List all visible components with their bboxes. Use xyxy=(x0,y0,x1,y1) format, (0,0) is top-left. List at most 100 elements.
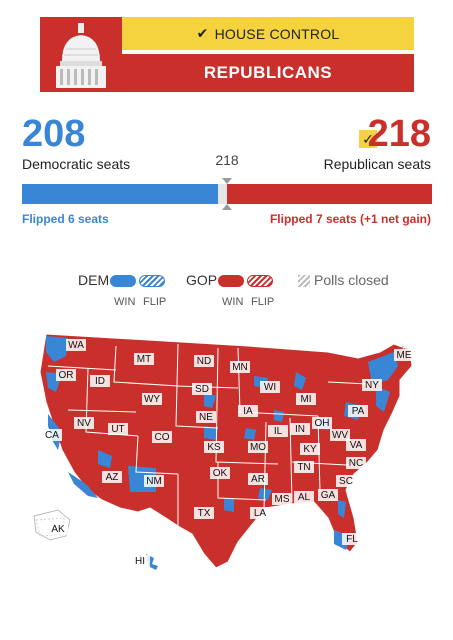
state-label-ca[interactable]: CA xyxy=(45,430,59,441)
state-label-bg-ia xyxy=(238,405,258,417)
state-label-bg-pa xyxy=(348,405,368,417)
us-house-map[interactable]: WA OR ID MT ND MN WI MI NY ME CA NV UT WY SD IA PA OH IN IL… xyxy=(28,322,428,582)
state-label-bg-me xyxy=(394,349,414,361)
state-label-az[interactable]: AZ xyxy=(106,472,119,483)
state-label-co[interactable]: CO xyxy=(155,432,170,443)
state-label-il[interactable]: IL xyxy=(274,426,283,437)
legend-win-label: WIN xyxy=(114,296,136,308)
state-label-bg-sc xyxy=(336,475,356,487)
state-label-va[interactable]: VA xyxy=(350,440,363,451)
capitol-icon xyxy=(40,17,122,92)
state-label-bg-in xyxy=(290,423,310,435)
state-label-al[interactable]: AL xyxy=(298,492,311,503)
state-label-tn[interactable]: TN xyxy=(297,462,310,473)
state-label-id[interactable]: ID xyxy=(95,376,105,387)
state-label-ky[interactable]: KY xyxy=(303,444,317,455)
state-label-wi[interactable]: WI xyxy=(264,382,276,393)
state-label-bg-sd xyxy=(192,383,212,395)
majority-threshold: 218 xyxy=(215,152,239,168)
state-label-in[interactable]: IN xyxy=(295,424,305,435)
state-label-ut[interactable]: UT xyxy=(111,424,124,435)
state-label-bg-mn xyxy=(230,361,250,373)
dem-seat-count: 208 xyxy=(22,113,86,155)
state-label-ms[interactable]: MS xyxy=(275,494,290,505)
state-label-ak[interactable]: AK xyxy=(51,524,65,535)
state-label-bg-nv xyxy=(74,417,94,429)
state-label-mo[interactable]: MO xyxy=(250,442,266,453)
state-label-bg-wy xyxy=(142,393,162,405)
legend-flip-label: FLIP xyxy=(143,296,167,308)
state-label-bg-mi xyxy=(296,393,316,405)
legend-win-label: WIN xyxy=(222,296,244,308)
state-label-mi[interactable]: MI xyxy=(300,394,311,405)
state-label-mn[interactable]: MN xyxy=(232,362,248,373)
legend-polls-closed-label: Polls closed xyxy=(314,272,389,288)
state-label-bg-ky xyxy=(300,443,320,455)
state-label-ny[interactable]: NY xyxy=(365,380,379,391)
legend-flip-label: FLIP xyxy=(251,296,275,308)
state-label-ar[interactable]: AR xyxy=(251,474,265,485)
state-label-bg-wa xyxy=(66,339,86,351)
state-label-bg-ok xyxy=(210,467,230,479)
state-label-bg-mt xyxy=(134,353,154,365)
dem-seat-label: Democratic seats xyxy=(22,156,131,172)
state-label-ks[interactable]: KS xyxy=(207,442,221,453)
state-label-bg-ca xyxy=(42,429,62,441)
state-label-wa[interactable]: WA xyxy=(68,340,84,351)
state-label-bg-fl xyxy=(342,533,362,545)
rep-bar-fill xyxy=(226,184,432,204)
state-label-bg-tn xyxy=(294,461,314,473)
state-label-la[interactable]: LA xyxy=(254,508,267,519)
state-label-fl[interactable]: FL xyxy=(346,534,358,545)
state-label-wy[interactable]: WY xyxy=(144,394,160,405)
state-label-nm[interactable]: NM xyxy=(146,476,162,487)
state-label-nd[interactable]: ND xyxy=(197,356,211,367)
legend-gop-label: GOP xyxy=(186,272,218,288)
state-label-bg-ks xyxy=(204,441,224,453)
legend-polls-closed-swatch xyxy=(298,275,310,287)
state-label-hi[interactable]: HI xyxy=(135,556,145,567)
rep-flipped: Flipped 7 seats (+1 net gain) xyxy=(269,212,431,226)
state-label-tx[interactable]: TX xyxy=(198,508,211,519)
state-label-nv[interactable]: NV xyxy=(77,418,91,429)
state-label-me[interactable]: ME xyxy=(397,350,412,361)
state-labels: WA OR ID MT ND MN WI MI NY ME CA NV UT WY SD IA PA OH IN IL… xyxy=(42,339,414,567)
state-label-bg-hi xyxy=(130,555,150,567)
state-label-bg-ne xyxy=(196,411,216,423)
legend-gop-win-swatch xyxy=(218,275,244,287)
seat-bar xyxy=(22,178,432,210)
state-label-ok[interactable]: OK xyxy=(213,468,228,479)
state-label-bg-wi xyxy=(260,381,280,393)
state-label-pa[interactable]: PA xyxy=(352,406,365,417)
check-icon: ✓ xyxy=(359,130,377,148)
rep-seat-label: Republican seats xyxy=(323,156,431,172)
us-map-svg: WA OR ID MT ND MN WI MI NY ME CA NV UT WY SD IA PA OH IN IL… xyxy=(33,333,415,570)
state-label-bg-az xyxy=(102,471,122,483)
state-label-sc[interactable]: SC xyxy=(339,476,353,487)
state-label-oh[interactable]: OH xyxy=(315,418,330,429)
state-label-bg-tx xyxy=(194,507,214,519)
state-label-bg-al xyxy=(294,491,314,503)
state-label-bg-or xyxy=(56,369,76,381)
state-label-wv[interactable]: WV xyxy=(332,430,348,441)
state-label-bg-il xyxy=(268,425,288,437)
state-label-or[interactable]: OR xyxy=(59,370,74,381)
map-legend: DEM WIN FLIP GOP WIN FLIP Polls closed xyxy=(0,268,453,318)
state-label-ne[interactable]: NE xyxy=(199,412,213,423)
state-label-bg-nd xyxy=(194,355,214,367)
check-icon: ✔ xyxy=(196,25,209,41)
state-label-ia[interactable]: IA xyxy=(243,406,253,417)
state-label-sd[interactable]: SD xyxy=(195,384,209,395)
state-label-nc[interactable]: NC xyxy=(349,458,363,469)
state-label-bg-oh xyxy=(312,417,332,429)
legend-gop-flip-swatch xyxy=(247,275,273,287)
state-label-bg-la xyxy=(250,507,270,519)
state-label-bg-ms xyxy=(272,493,292,505)
state-label-bg-ak xyxy=(48,523,68,535)
rep-seat-count: 218 xyxy=(367,113,431,155)
legend-dem-win-swatch xyxy=(110,275,136,287)
state-label-bg-ut xyxy=(108,423,128,435)
state-label-ga[interactable]: GA xyxy=(321,490,336,501)
state-label-bg-wv xyxy=(330,429,350,441)
state-label-mt[interactable]: MT xyxy=(137,354,151,365)
